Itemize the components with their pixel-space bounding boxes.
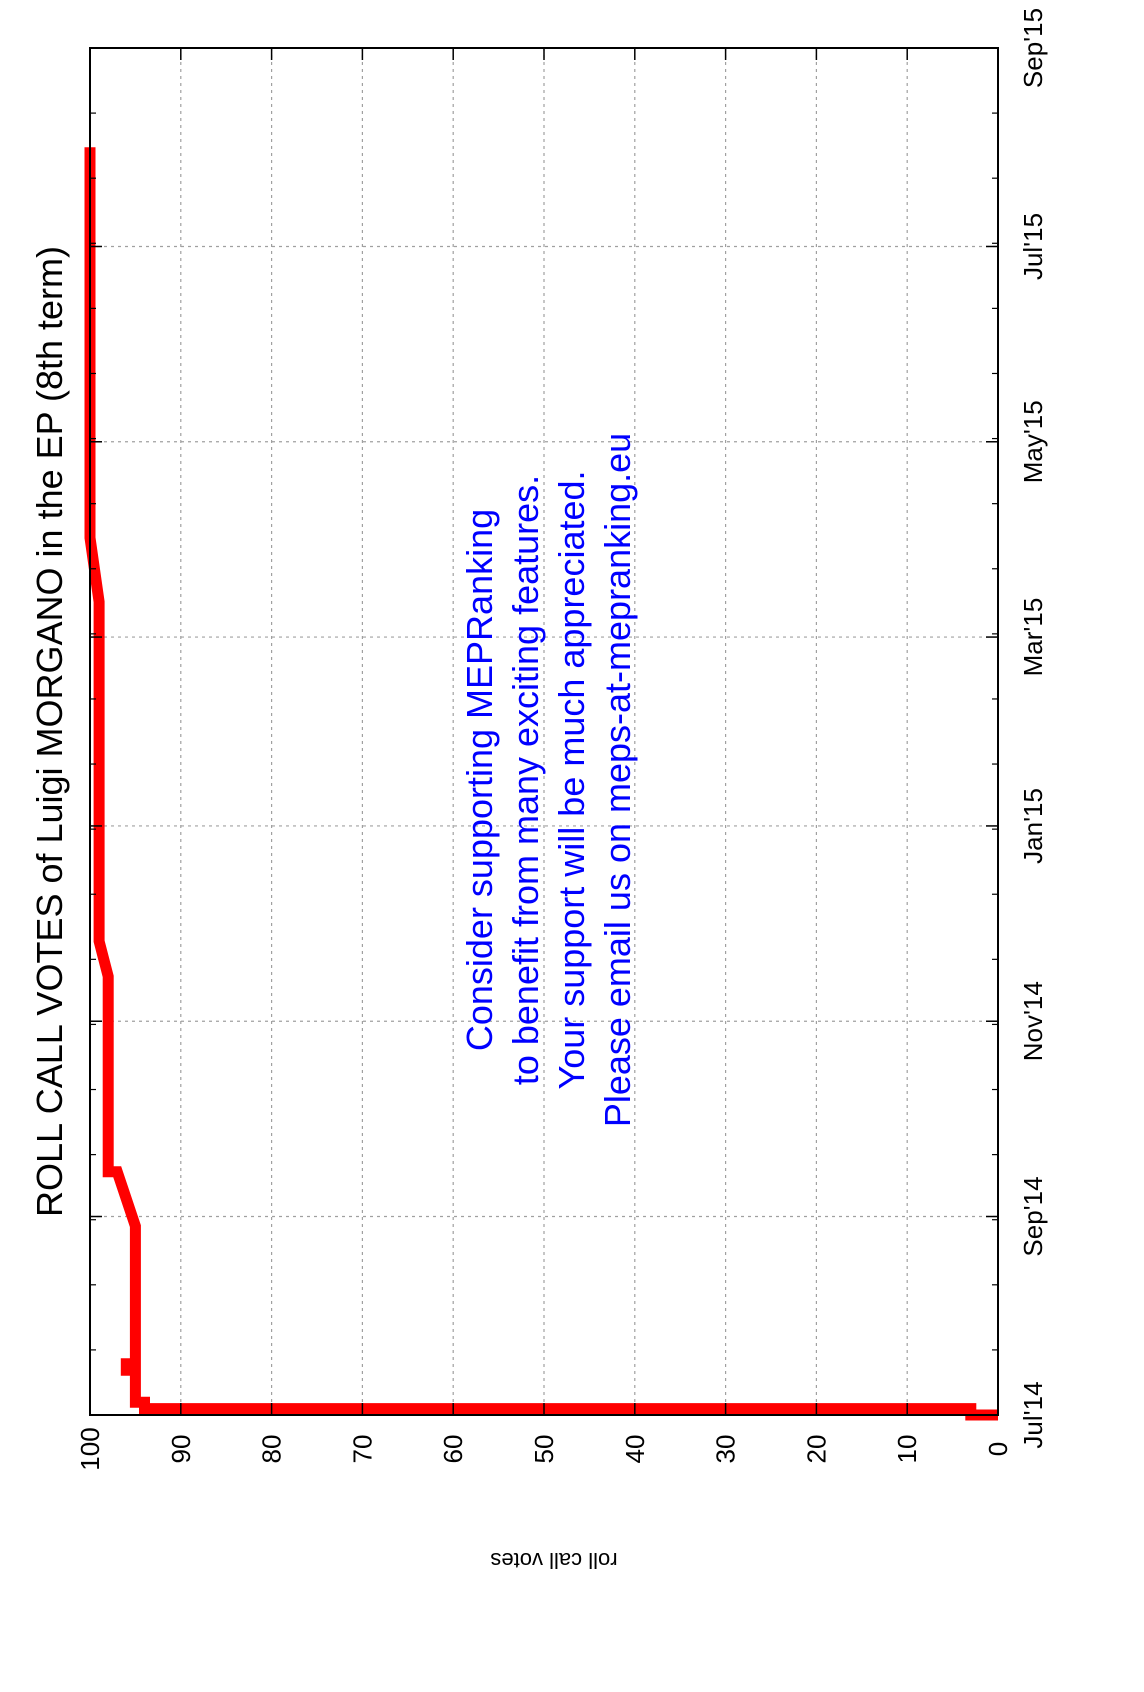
tick-label-value: 0 xyxy=(983,1442,1013,1456)
annotation-line: Consider supporting MEPRanking xyxy=(459,509,500,1051)
annotation-line: Please email us on meps-at-mepranking.eu xyxy=(597,433,638,1127)
tick-label-value: 30 xyxy=(711,1435,741,1464)
tick-label-date: Jul'15 xyxy=(1018,213,1048,280)
tick-label-value: 20 xyxy=(801,1435,831,1464)
annotation-line: Your support will be much appreciated. xyxy=(551,470,592,1089)
text-layer: ROLL CALL VOTES of Luigi MORGANO in the … xyxy=(29,246,638,1573)
tick-label-date: May'15 xyxy=(1018,400,1048,483)
tick-label-value: 60 xyxy=(438,1435,468,1464)
tick-label-value: 80 xyxy=(257,1435,287,1464)
grid-layer xyxy=(90,48,998,1415)
tick-label-date: Mar'15 xyxy=(1018,598,1048,677)
tick-label-date: Jan'15 xyxy=(1018,788,1048,864)
tick-label-date: Nov'14 xyxy=(1018,981,1048,1061)
tick-label-date: Sep'15 xyxy=(1018,8,1048,88)
tick-label-value: 10 xyxy=(892,1435,922,1464)
tick-label-value: 70 xyxy=(347,1435,377,1464)
tick-label-value: 100 xyxy=(75,1427,105,1470)
support-annotation: Consider supporting MEPRanking to benefi… xyxy=(459,433,638,1127)
chart-title: ROLL CALL VOTES of Luigi MORGANO in the … xyxy=(29,246,70,1217)
tick-label-date: Jul'14 xyxy=(1018,1381,1048,1448)
tick-label-value: 50 xyxy=(529,1435,559,1464)
y-axis-label: roll call votes xyxy=(490,1548,617,1573)
ticks-layer: 0 10 20 30 40 50 60 70 80 90 100 Jul'14 Sep'14 Nov'14… xyxy=(75,8,1048,1471)
tick-label-value: 40 xyxy=(620,1435,650,1464)
tick-label-value: 90 xyxy=(166,1435,196,1464)
tick-label-date: Sep'14 xyxy=(1018,1176,1048,1256)
annotation-line: to benefit from many exciting features. xyxy=(505,475,546,1085)
